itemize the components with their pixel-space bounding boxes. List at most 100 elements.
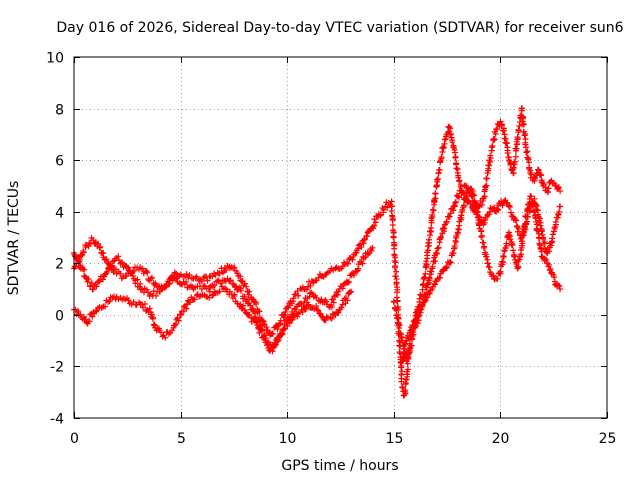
y-tick-label: 10 (46, 51, 64, 67)
data-point (391, 257, 398, 264)
data-point (260, 334, 267, 341)
data-point (344, 260, 351, 267)
data-point (223, 267, 230, 274)
data-point (349, 256, 356, 263)
data-point (456, 177, 463, 184)
data-point (478, 234, 485, 241)
x-tick-label: 20 (492, 431, 510, 447)
data-point (82, 316, 89, 323)
data-point (538, 172, 545, 179)
data-point (391, 245, 398, 252)
data-point (447, 259, 454, 266)
data-point (515, 127, 522, 134)
data-point (547, 242, 554, 249)
data-point (243, 283, 250, 290)
data-point (398, 378, 405, 385)
data-point (499, 259, 506, 266)
data-point (549, 231, 556, 238)
data-point (274, 326, 281, 333)
data-point (344, 297, 351, 304)
y-tick-label: 2 (55, 257, 64, 273)
data-point (419, 302, 426, 309)
data-point (522, 139, 529, 146)
data-point (537, 244, 544, 251)
data-point (233, 283, 240, 290)
data-point (499, 202, 506, 209)
data-point (311, 306, 318, 313)
data-point (537, 171, 544, 178)
data-point (307, 290, 314, 297)
data-point (117, 270, 124, 277)
data-point (483, 253, 490, 260)
data-point (426, 275, 433, 282)
data-point (241, 293, 248, 300)
data-point (328, 304, 335, 311)
data-point (530, 201, 537, 208)
y-tick-label: 0 (55, 309, 64, 325)
data-point (353, 268, 360, 275)
data-point (305, 301, 312, 308)
data-point (323, 298, 330, 305)
data-point (211, 282, 218, 289)
data-point (198, 278, 205, 285)
data-point (512, 153, 519, 160)
data-point (103, 269, 110, 276)
data-point (522, 220, 529, 227)
data-point (478, 228, 485, 235)
data-point (455, 194, 462, 201)
data-point (408, 326, 415, 333)
data-point (141, 300, 148, 307)
data-point (200, 274, 207, 281)
data-point (523, 149, 530, 156)
data-point (216, 270, 223, 277)
data-point (85, 275, 92, 282)
data-point (531, 175, 538, 182)
data-point (505, 232, 512, 239)
data-point (108, 262, 115, 269)
data-point (274, 338, 281, 345)
data-point (526, 164, 533, 171)
data-point (452, 237, 459, 244)
data-point (460, 202, 467, 209)
data-point (485, 167, 492, 174)
data-point (541, 239, 548, 246)
data-point (149, 274, 156, 281)
data-point (476, 222, 483, 229)
data-point (237, 301, 244, 308)
data-point (432, 258, 439, 265)
data-point (384, 204, 391, 211)
data-point (266, 347, 273, 354)
data-point (408, 342, 415, 349)
data-point (410, 322, 417, 329)
data-point (447, 130, 454, 137)
data-point (380, 206, 387, 213)
data-point (442, 135, 449, 142)
data-point (278, 332, 285, 339)
data-point (372, 219, 379, 226)
data-point (540, 181, 547, 188)
data-point (229, 280, 236, 287)
data-point (529, 202, 536, 209)
data-point (491, 136, 498, 143)
data-point (434, 245, 441, 252)
data-point (557, 188, 564, 195)
data-point (438, 153, 445, 160)
data-point (186, 272, 193, 279)
data-point (399, 358, 406, 365)
data-point (259, 317, 266, 324)
data-point (470, 191, 477, 198)
series-track-b (71, 244, 376, 355)
data-point (557, 286, 564, 293)
data-point (388, 212, 395, 219)
data-point (471, 192, 478, 199)
data-point (440, 143, 447, 150)
data-point (451, 149, 458, 156)
data-point (449, 139, 456, 146)
data-point (531, 208, 538, 215)
y-tick-label: 4 (55, 206, 64, 222)
x-axis-label: GPS time / hours (281, 458, 398, 474)
y-axis-ticks: -4 -2 0 2 4 6 8 10 (46, 51, 607, 428)
data-point (552, 218, 559, 225)
data-point (286, 320, 293, 327)
data-point (90, 286, 97, 293)
